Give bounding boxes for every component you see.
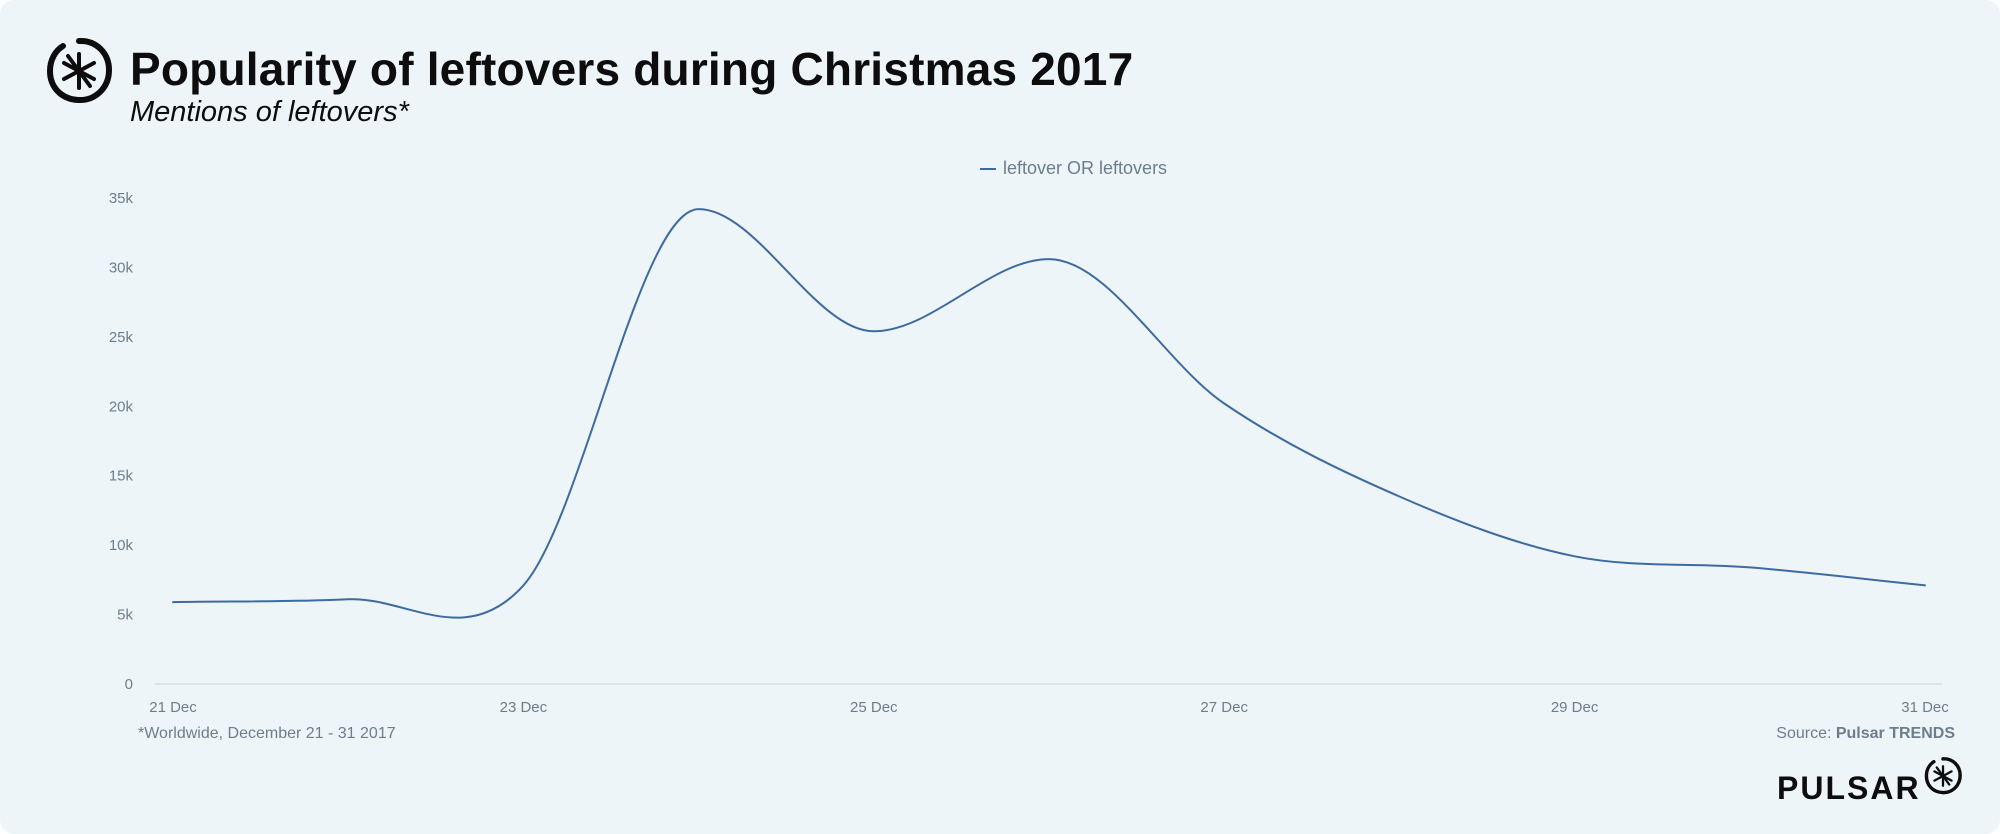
y-tick-label: 30k <box>109 259 134 276</box>
source-credit: Source: Pulsar TRENDS <box>1776 725 1955 743</box>
x-axis: 21 Dec 23 Dec 25 Dec 27 Dec 29 Dec 31 Dec <box>149 699 1949 716</box>
x-tick-label: 31 Dec <box>1901 699 1949 716</box>
footnote: *Worldwide, December 21 - 31 2017 <box>138 725 396 742</box>
chart-legend[interactable]: leftover OR leftovers <box>980 158 1167 179</box>
source-prefix: Source: <box>1776 725 1836 742</box>
x-tick-label: 23 Dec <box>500 699 548 716</box>
legend-swatch <box>980 167 996 170</box>
x-tick-label: 21 Dec <box>149 699 197 716</box>
pulsar-small-logo-icon <box>1924 757 1962 795</box>
legend-label: leftover OR leftovers <box>1003 158 1168 178</box>
brand-logo: PULSAR <box>1777 756 1963 807</box>
y-axis: 0 5k 10k 15k 20k 25k 30k 35k <box>109 190 134 693</box>
y-tick-label: 5k <box>117 607 133 624</box>
chart-subtitle: Mentions of leftovers* <box>130 96 409 128</box>
x-tick-label: 27 Dec <box>1200 699 1248 716</box>
source-name: Pulsar TRENDS <box>1835 725 1955 742</box>
pulsar-logo-icon <box>46 37 113 104</box>
x-tick-label: 29 Dec <box>1551 699 1599 716</box>
x-tick-label: 25 Dec <box>850 699 898 716</box>
y-tick-label: 10k <box>109 537 134 554</box>
chart-title: Popularity of leftovers during Christmas… <box>130 43 1134 95</box>
brand-name: PULSAR <box>1777 770 1921 806</box>
y-tick-label: 35k <box>109 190 134 207</box>
y-tick-label: 15k <box>109 468 134 485</box>
series-line-leftovers[interactable] <box>172 208 1926 619</box>
y-tick-label: 0 <box>125 676 133 693</box>
y-tick-label: 20k <box>109 398 134 415</box>
y-tick-label: 25k <box>109 329 134 346</box>
